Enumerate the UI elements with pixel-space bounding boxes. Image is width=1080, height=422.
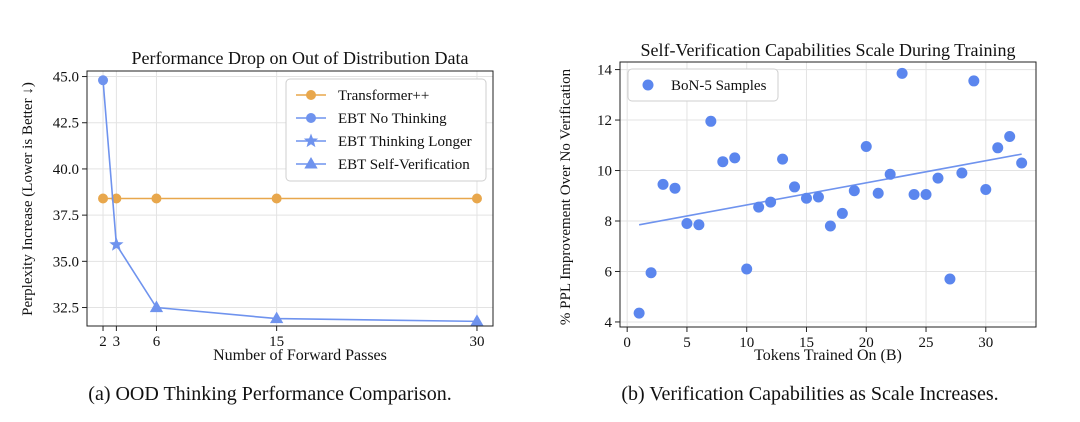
scatter-point (992, 142, 1004, 154)
scatter-point (729, 152, 741, 164)
y-tick-label: 40.0 (53, 162, 79, 178)
x-tick-label: 15 (799, 335, 814, 351)
x-axis-label: Number of Forward Passes (213, 347, 387, 364)
chart-title: Performance Drop on Out of Distribution … (132, 48, 469, 68)
scatter-point (836, 207, 848, 219)
legend-label: EBT Self-Verification (338, 157, 470, 173)
x-tick-label: 20 (859, 335, 874, 351)
x-axis-label: Tokens Trained On (B) (754, 347, 902, 364)
scatter-point (980, 183, 992, 195)
axes-frame (619, 61, 1037, 328)
scatter-point (824, 220, 836, 232)
legend-box (285, 78, 487, 182)
scatter-point (944, 273, 956, 285)
caption-b: (b) Verification Capabilities as Scale I… (621, 383, 999, 405)
scatter-point (908, 189, 920, 200)
chart-ood-thinking: 2 3 6 15 30 32.5 35.0 37.5 40.0 42.5 45.0 Transfor… (20, 48, 494, 364)
scatter-point (848, 185, 860, 197)
y-tick-label: 8 (605, 214, 613, 230)
point-transformer (271, 193, 282, 204)
point-ebt-triangle (269, 311, 284, 324)
point-transformer (151, 193, 162, 204)
scatter-point (956, 167, 968, 179)
y-tick-label: 6 (605, 264, 613, 280)
chart-title: Self-Verification Capabilities Scale Dur… (641, 40, 1016, 60)
y-tick-label: 35.0 (53, 254, 79, 270)
axes-frame (86, 70, 494, 327)
scatter-point (753, 201, 765, 213)
legend-label: EBT No Thinking (338, 111, 447, 127)
y-tick-label: 45.0 (53, 70, 79, 86)
point-transformer (98, 193, 109, 204)
legend-label: BoN-5 Samples (671, 78, 767, 94)
y-tick-label: 4 (605, 315, 613, 331)
x-tick-label: 25 (919, 335, 934, 351)
y-tick-label: 32.5 (53, 301, 79, 317)
legend-label: EBT Thinking Longer (338, 134, 472, 150)
x-tick-label: 10 (739, 335, 754, 351)
legend-label: Transformer++ (338, 88, 429, 104)
scatter-point (789, 181, 801, 193)
scatter-point (657, 178, 669, 190)
scatter-point (1004, 130, 1016, 142)
panel-ood-thinking: 2 3 6 15 30 32.5 35.0 37.5 40.0 42.5 45.0 Transfor… (20, 48, 494, 405)
scatter-point (896, 67, 908, 79)
x-tick-label: 5 (683, 335, 691, 351)
legend-box (627, 68, 779, 102)
y-axis-label: Perplexity Increase (Lower is Better ↓) (20, 82, 36, 316)
chart-verification-scale: 0 5 10 15 20 25 30 4 6 8 10 12 14 BoN-5 Samples Self… (558, 40, 1037, 364)
legend-marker (303, 133, 319, 148)
legend-marker (306, 90, 316, 100)
y-axis-label: % PPL Improvement Over No Verification (558, 68, 574, 325)
scatter-point (884, 168, 896, 180)
scatter-point (872, 187, 884, 199)
scatter-point (633, 307, 645, 319)
x-tick-label: 15 (269, 334, 284, 350)
x-tick-label: 6 (153, 334, 161, 350)
caption-a: (a) OOD Thinking Performance Comparison. (88, 383, 452, 405)
scatter-point (765, 196, 777, 208)
x-tick-label: 30 (469, 334, 484, 350)
scatter-point (812, 191, 824, 203)
x-tick-label: 2 (99, 334, 107, 350)
scatter-point (681, 218, 693, 230)
scatter-point (645, 267, 657, 279)
point-transformer (471, 193, 482, 204)
scatter-point (669, 182, 681, 194)
scatter-point (968, 75, 980, 87)
point-ebt-triangle (149, 300, 164, 313)
scatter-point (932, 172, 944, 184)
scatter-point (920, 189, 932, 200)
legend-marker (306, 113, 316, 123)
scatter-point (800, 192, 812, 204)
scatter-point (777, 153, 789, 165)
x-tick-label: 3 (113, 334, 121, 350)
y-tick-label: 37.5 (53, 208, 79, 224)
scatter-point (1016, 157, 1028, 169)
point-ebt-star (109, 237, 124, 251)
legend-marker (642, 79, 654, 91)
trend-line (638, 153, 1022, 226)
y-tick-label: 10 (597, 164, 612, 180)
scatter-point (717, 156, 729, 168)
x-tick-label: 30 (978, 335, 993, 351)
scatter-point (741, 263, 753, 275)
y-tick-label: 12 (597, 113, 612, 129)
panel-verification-scale: 0 5 10 15 20 25 30 4 6 8 10 12 14 BoN-5 Samples Self… (540, 0, 1080, 422)
scatter-point (693, 219, 705, 231)
scatter-point (860, 141, 872, 153)
point-ebt-circle (98, 75, 109, 86)
x-tick-label: 0 (623, 335, 631, 351)
scatter-point (705, 115, 717, 127)
y-tick-label: 14 (597, 63, 613, 79)
y-tick-label: 42.5 (53, 116, 79, 132)
legend-marker (304, 157, 318, 169)
point-transformer (111, 193, 122, 204)
point-ebt-triangle (470, 314, 484, 326)
